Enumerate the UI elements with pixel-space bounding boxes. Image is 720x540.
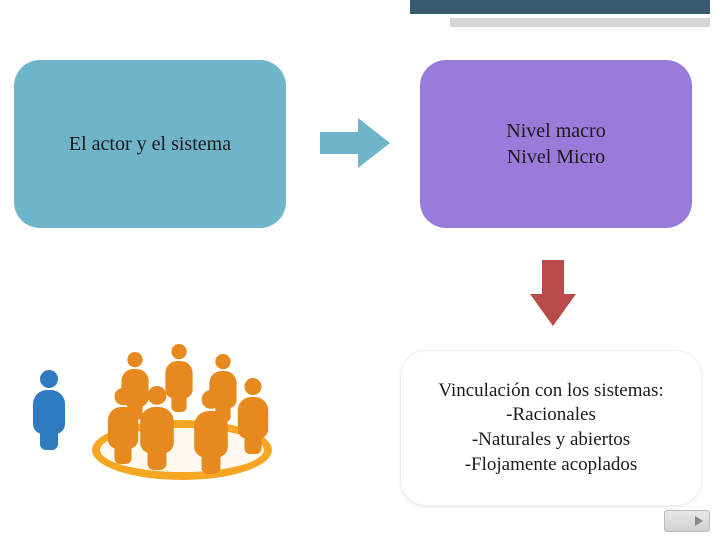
- nav-next-button[interactable]: [664, 510, 710, 532]
- person-blue-icon: [32, 370, 66, 450]
- person-orange-icon: [139, 386, 175, 470]
- person-orange-icon: [193, 390, 229, 474]
- people-illustration: [22, 290, 282, 510]
- card-actor-system-text: El actor y el sistema: [69, 131, 231, 157]
- arrow-down-icon: [530, 260, 576, 326]
- card-systems-line3: -Naturales y abiertos: [472, 428, 630, 453]
- card-systems-line4: -Flojamente acoplados: [465, 453, 638, 478]
- card-systems-link: Vinculación con los sistemas: -Racionale…: [400, 350, 702, 506]
- card-systems-line1: Vinculación con los sistemas:: [438, 379, 663, 404]
- person-orange-icon: [237, 378, 269, 454]
- accent-bar-secondary: [450, 18, 710, 27]
- arrow-right-icon: [320, 118, 390, 168]
- card-systems-line2: -Racionales: [506, 403, 596, 428]
- card-actor-system: El actor y el sistema: [14, 60, 286, 228]
- card-levels: Nivel macro Nivel Micro: [420, 60, 692, 228]
- accent-bar-primary: [410, 0, 710, 14]
- person-orange-icon: [107, 388, 139, 464]
- card-levels-line2: Nivel Micro: [507, 144, 605, 170]
- card-levels-line1: Nivel macro: [506, 118, 605, 144]
